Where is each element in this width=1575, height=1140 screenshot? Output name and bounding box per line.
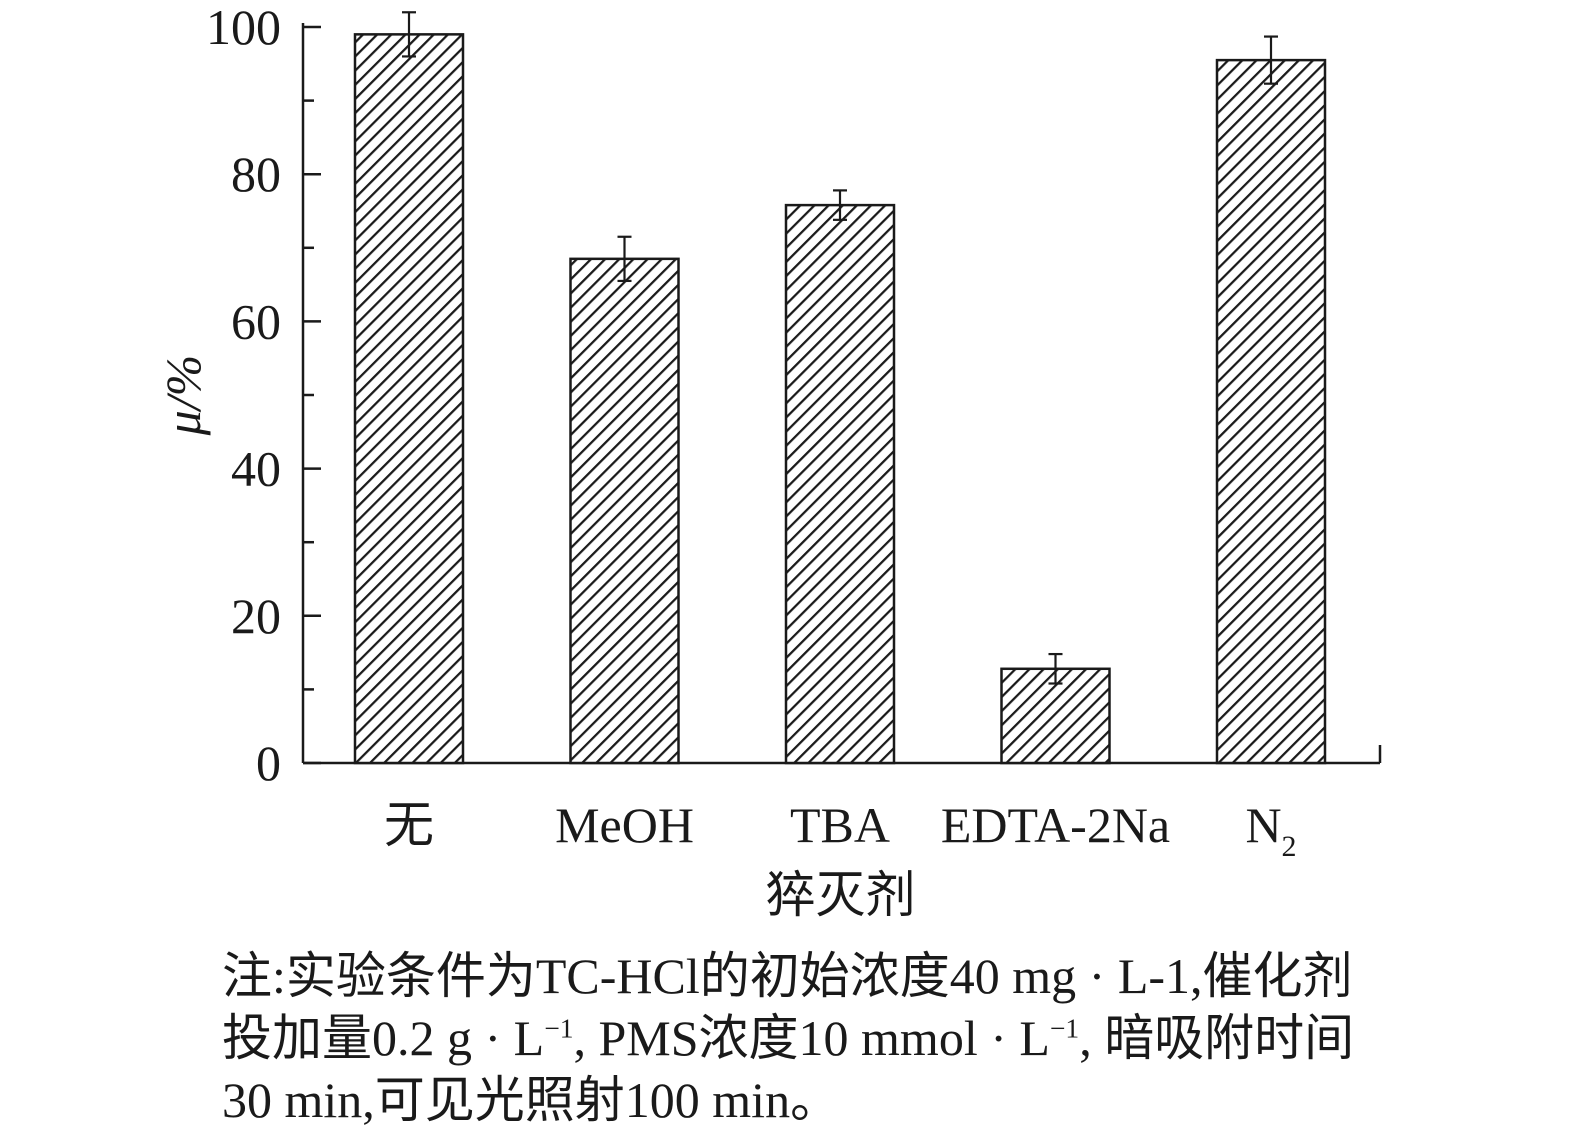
x-tick-label: 无 xyxy=(384,797,434,853)
error-bars-group xyxy=(402,11,1278,685)
x-axis-title: 猝灭剂 xyxy=(766,867,916,923)
x-tick-label: TBA xyxy=(790,797,890,853)
figure-note: 注:实验条件为TC-HCl的初始浓度40 mg · L-1,催化剂 投加量0.2… xyxy=(222,945,1422,1131)
note-line-2: 投加量0.2 g · L−1, PMS浓度10 mmol · L−1, 暗吸附时… xyxy=(222,1007,1422,1069)
x-tick-label: EDTA-2Na xyxy=(941,797,1170,853)
y-tick-label: 80 xyxy=(231,146,281,202)
y-axis-title: μ/% xyxy=(155,355,211,437)
ticks-group: 0 20 40 60 80 100 xyxy=(206,0,321,791)
y-tick-label: 0 xyxy=(256,735,281,791)
x-tick-label-subscript: 2 xyxy=(1282,830,1297,863)
x-tick-label: N2 xyxy=(1245,797,1296,863)
y-tick-label: 100 xyxy=(206,0,281,55)
note-line-2-part-b: , PMS浓度10 mmol · L xyxy=(573,1010,1050,1066)
note-superscript-2: −1 xyxy=(1049,1012,1080,1044)
bars-group xyxy=(353,33,1327,765)
note-line-1: 注:实验条件为TC-HCl的初始浓度40 mg · L-1,催化剂 xyxy=(222,948,1353,1004)
bar xyxy=(353,33,465,765)
y-tick-label: 60 xyxy=(231,293,281,349)
note-superscript-1: −1 xyxy=(544,1012,574,1044)
bar-chart: 0 20 40 60 80 100 无 MeOH TBA EDTA-2Na N2 猝灭剂 μ/% xyxy=(155,0,1382,923)
bar xyxy=(784,203,896,765)
bar xyxy=(569,257,680,765)
labels-group: 无 MeOH TBA EDTA-2Na N2 猝灭剂 μ/% xyxy=(155,355,1297,923)
note-line-2-part-c: , 暗吸附时间 xyxy=(1079,1010,1355,1066)
y-tick-label: 20 xyxy=(231,588,281,644)
x-tick-label: MeOH xyxy=(555,797,694,853)
note-line-2-part-a: 投加量0.2 g · L xyxy=(222,1010,545,1066)
y-tick-label: 40 xyxy=(231,441,281,497)
bar xyxy=(1215,58,1327,765)
note-line-3: 30 min,可见光照射100 min。 xyxy=(222,1072,841,1128)
